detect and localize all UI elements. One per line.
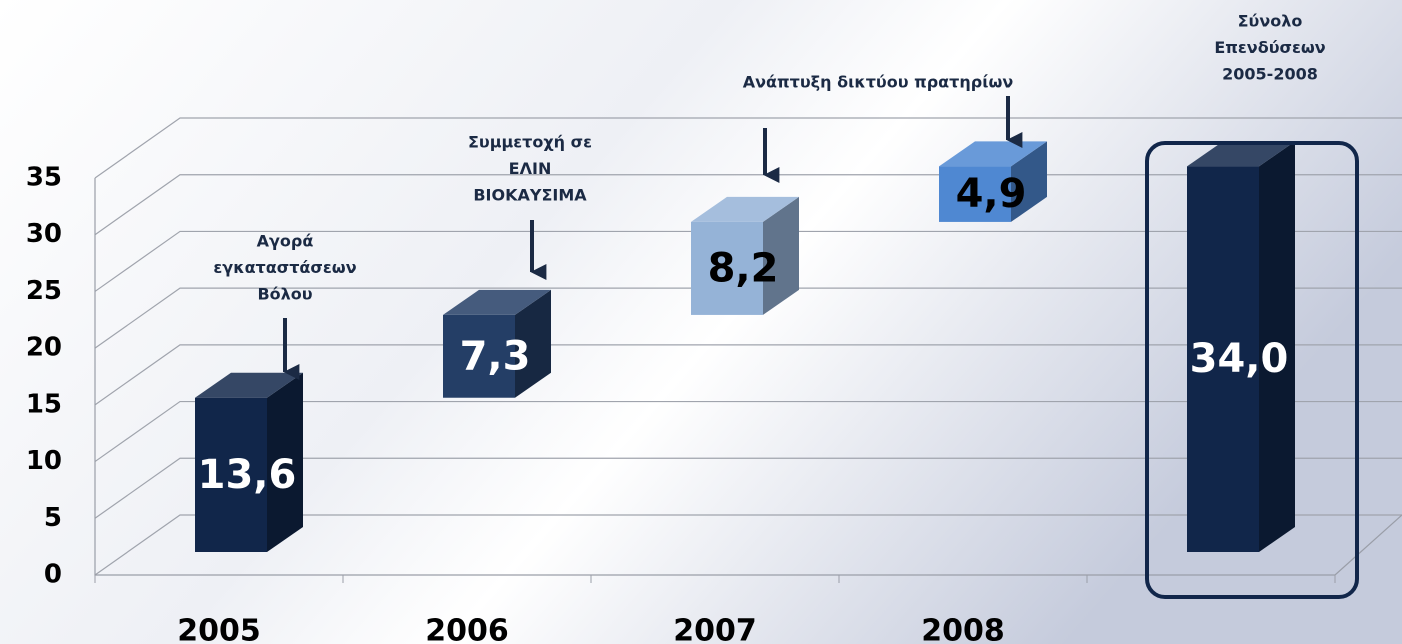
bar-side <box>267 372 303 552</box>
annotation: Ανάπτυξη δικτύου πρατηρίων <box>743 73 1014 92</box>
annotation: εγκαταστάσεων <box>213 258 356 277</box>
bar-side <box>515 289 551 398</box>
bar-top <box>1187 141 1295 167</box>
y-tick-label: 30 <box>26 219 62 249</box>
annotation: Βόλου <box>257 285 312 304</box>
grid-line <box>94 400 1402 463</box>
y-tick-label: 10 <box>26 446 62 476</box>
grid-line <box>94 117 1402 179</box>
annotation: Συμμετοχή σε <box>468 133 592 152</box>
grid-line <box>94 457 1402 519</box>
bar-side <box>1259 141 1295 553</box>
y-tick-label: 15 <box>26 389 62 419</box>
grid-line <box>94 287 1402 349</box>
x-tick-label: 2005 <box>177 614 261 644</box>
annotation: 2005-2008 <box>1222 65 1318 84</box>
annotation-arrows <box>283 96 1023 380</box>
value-label: 4,9 <box>956 171 1027 217</box>
y-tick-label: 20 <box>26 333 62 363</box>
bar-side <box>763 196 799 315</box>
annotation: Αγορά <box>257 232 314 251</box>
bar <box>939 166 1011 222</box>
total-box <box>1145 141 1359 599</box>
grid-line <box>94 514 1402 576</box>
labels: 0 5 10 15 20 25 30 35 13,6 2005 7,3 2006 8,2 2007 4,9 2… <box>26 12 1326 644</box>
bar <box>1187 166 1259 553</box>
grid-line <box>94 230 1402 292</box>
grid-line <box>94 344 1402 406</box>
x-tick-label: 2007 <box>673 614 757 644</box>
annotation: ΕΛΙΝ <box>509 159 552 178</box>
bar-top <box>443 289 551 315</box>
x-tick-label: 2006 <box>425 614 509 644</box>
bar-side <box>1011 141 1047 222</box>
x-tick-label: 2008 <box>921 614 1005 644</box>
y-tick-label: 5 <box>44 503 62 533</box>
y-tick-label: 0 <box>44 560 62 590</box>
bar <box>195 397 267 552</box>
bar-top <box>691 196 799 222</box>
value-label: 34,0 <box>1190 336 1289 382</box>
annotation: ΒΙΟΚΑΥΣΙΜΑ <box>473 186 587 205</box>
bar <box>443 314 515 398</box>
annotation: Σύνολο <box>1238 12 1303 31</box>
bar <box>691 221 763 315</box>
value-label: 7,3 <box>460 333 531 379</box>
value-label: 13,6 <box>198 452 297 498</box>
bar-top <box>195 372 303 398</box>
y-tick-label: 35 <box>26 163 62 193</box>
value-label: 8,2 <box>708 245 779 291</box>
y-tick-label: 25 <box>26 276 62 306</box>
annotation: Επενδύσεων <box>1214 38 1325 57</box>
bars <box>195 141 1295 553</box>
x-axis <box>94 178 1402 576</box>
